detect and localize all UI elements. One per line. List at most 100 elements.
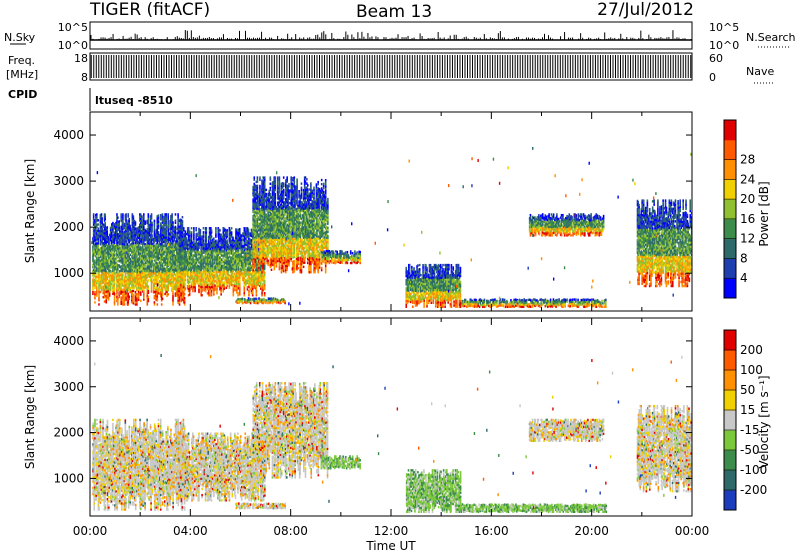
- echo-cell: [116, 240, 118, 243]
- echo-cell: [213, 264, 215, 267]
- echo-cell: [123, 255, 126, 259]
- echo-cell: [95, 256, 98, 260]
- echo-cell: [115, 221, 117, 225]
- echo-cell: [142, 269, 144, 273]
- echo-cell: [125, 296, 127, 299]
- echo-cell: [157, 292, 160, 295]
- echo-cell: [102, 235, 105, 239]
- echo-cell: [94, 239, 96, 242]
- nsky-label: N.Sky: [4, 31, 36, 44]
- echo-cell: [177, 217, 179, 220]
- echo-cell: [139, 281, 142, 284]
- echo-cell: [213, 289, 215, 292]
- echo-cell: [229, 279, 232, 282]
- echo-cell: [132, 225, 135, 229]
- echo-cell: [218, 232, 220, 236]
- echo-cell: [142, 234, 144, 237]
- echo-cell: [210, 271, 213, 274]
- echo-cell: [165, 273, 168, 277]
- echo-cell: [178, 277, 181, 281]
- echo-cell: [172, 290, 174, 294]
- echo-cell: [221, 244, 223, 247]
- echo-cell: [94, 227, 96, 230]
- echo-cell: [98, 265, 100, 268]
- echo-cell: [192, 254, 194, 257]
- echo-cell: [235, 228, 238, 231]
- echo-cell: [196, 278, 198, 281]
- echo-cell: [161, 225, 164, 228]
- echo-cell: [228, 235, 231, 238]
- echo-cell: [237, 243, 240, 246]
- echo-cell: [120, 281, 123, 285]
- echo-cell: [125, 285, 127, 289]
- echo-cell: [223, 229, 226, 233]
- echo-cell: [163, 240, 165, 243]
- echo-cell: [214, 280, 216, 283]
- echo-cell: [100, 284, 103, 288]
- echo-cell: [164, 236, 166, 239]
- echo-cell: [127, 248, 130, 252]
- echo-cell: [218, 243, 220, 246]
- echo-cell: [173, 268, 175, 272]
- echo-cell: [235, 269, 237, 272]
- echo-cell: [128, 251, 131, 254]
- echo-cell: [149, 219, 152, 222]
- echo-cell: [234, 266, 236, 269]
- echo-cell: [129, 280, 132, 283]
- echo-cell: [225, 240, 228, 244]
- echo-cell: [137, 298, 140, 302]
- echo-cell: [156, 233, 159, 236]
- echo-cell: [142, 285, 145, 289]
- echo-cell: [226, 247, 228, 251]
- echo-cell: [198, 250, 200, 254]
- echo-cell: [216, 254, 218, 257]
- echo-cell: [219, 235, 221, 238]
- echo-cell: [190, 275, 193, 278]
- echo-cell: [176, 283, 179, 286]
- echo-cell: [126, 247, 129, 250]
- echo-cell: [207, 244, 210, 247]
- echo-cell: [109, 226, 112, 230]
- echo-cell: [141, 265, 143, 268]
- echo-cell: [164, 232, 166, 235]
- echo-cell: [178, 273, 181, 276]
- echo-cell: [94, 278, 96, 282]
- echo-cell: [105, 264, 108, 267]
- echo-cell: [106, 246, 109, 250]
- freq-panel-frame: [89, 52, 693, 81]
- echo-cell: [222, 267, 225, 270]
- echo-cell: [136, 270, 139, 274]
- echo-cell: [206, 271, 209, 275]
- echo-cell: [177, 270, 180, 274]
- echo-cell: [95, 290, 98, 293]
- echo-cell: [195, 227, 198, 230]
- echo-cell: [125, 283, 127, 287]
- echo-cell: [163, 244, 165, 248]
- echo-cell: [95, 265, 97, 268]
- echo-cell: [197, 246, 199, 249]
- echo-cell: [136, 286, 138, 290]
- echo-cell: [101, 242, 103, 245]
- echo-cell: [107, 252, 110, 256]
- echo-cell: [235, 261, 237, 264]
- echo-cell: [218, 241, 220, 244]
- echo-cell: [95, 244, 98, 247]
- echo-cell: [177, 258, 180, 261]
- echo-cell: [171, 217, 173, 220]
- echo-cell: [163, 226, 165, 229]
- echo-cell: [101, 258, 103, 262]
- echo-cell: [125, 217, 127, 220]
- echo-cell: [113, 303, 116, 306]
- echo-cell: [149, 263, 152, 266]
- echo-cell: [181, 245, 184, 249]
- echo-cell: [137, 271, 140, 275]
- echo-cell: [117, 233, 119, 236]
- echo-cell: [188, 234, 191, 237]
- echo-cell: [182, 288, 185, 292]
- echo-cell: [142, 277, 144, 281]
- echo-cell: [158, 250, 161, 254]
- echo-cell: [125, 238, 127, 241]
- echo-cell: [95, 217, 97, 221]
- echo-cell: [172, 303, 174, 306]
- echo-cell: [235, 256, 237, 260]
